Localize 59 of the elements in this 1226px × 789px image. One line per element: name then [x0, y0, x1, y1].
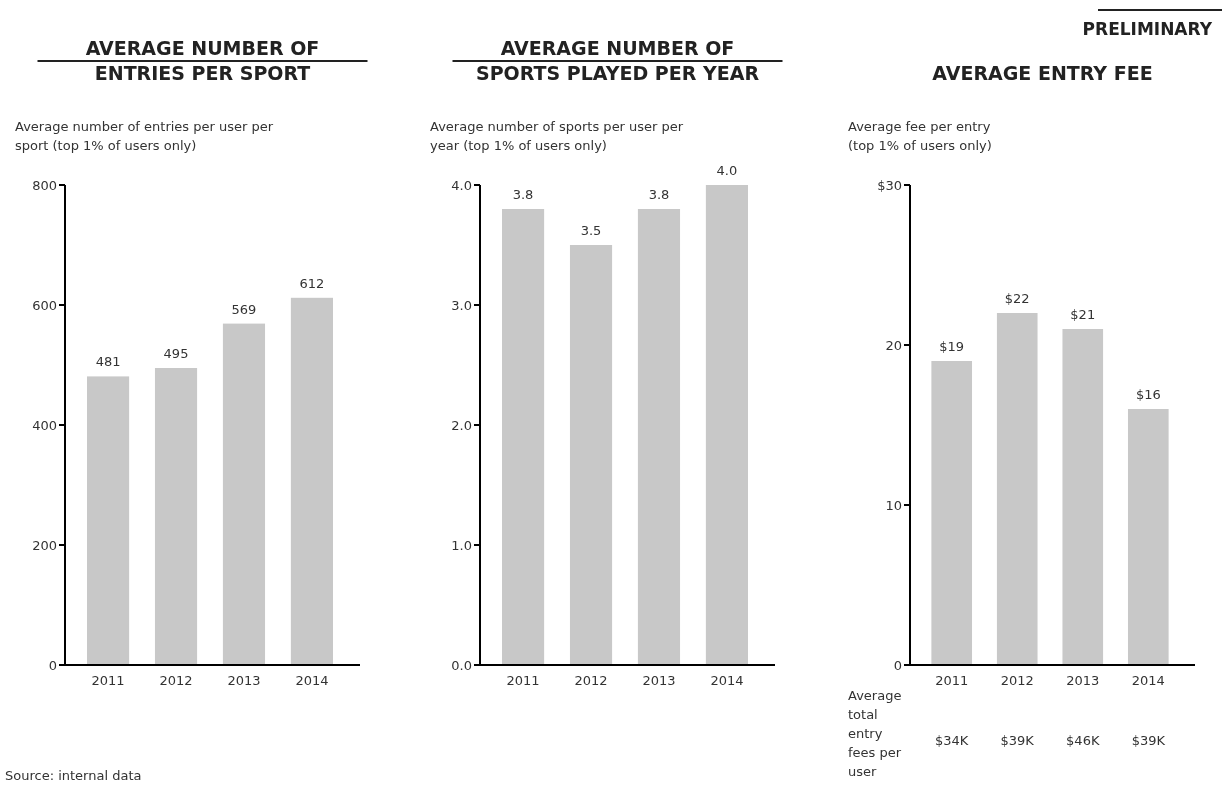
y-tick-label: $30: [877, 177, 902, 193]
chart-subtitle: Average number of entries per user per sport (top 1% of users only): [15, 119, 274, 153]
data-label: 3.5: [580, 223, 602, 238]
y-tick-label: 3.0: [451, 297, 472, 313]
y-tick-label: 10: [885, 497, 902, 513]
x-tick-label: 2014: [295, 673, 329, 688]
bar: [637, 209, 681, 665]
x-tick-label: 2013: [1066, 673, 1100, 688]
bar: [996, 313, 1038, 665]
data-label: $19: [939, 339, 965, 354]
data-label: 3.8: [648, 187, 670, 202]
data-label: 4.0: [716, 163, 738, 178]
data-label: 3.8: [512, 187, 534, 202]
x-tick-label: 2012: [1000, 673, 1034, 688]
bar: [1062, 329, 1104, 665]
data-label: $21: [1070, 307, 1096, 322]
text: Average total entry fees per user: [848, 688, 902, 779]
y-tick-label: 1.0: [451, 537, 472, 553]
chart-title: AVERAGE ENTRY FEE: [932, 62, 1153, 84]
chart-title: AVERAGE NUMBER OF SPORTS PLAYED PER YEAR: [475, 37, 760, 84]
x-tick-label: 2012: [159, 673, 193, 688]
x-tick-label: 2014: [710, 673, 744, 688]
text: PRELIMINARY: [1082, 19, 1213, 39]
x-tick-label: 2013: [642, 673, 676, 688]
bar: [501, 209, 545, 665]
bar: [569, 245, 613, 665]
y-tick-label: 2.0: [451, 417, 472, 433]
data-label: $22: [1004, 291, 1030, 306]
y-tick-label: 4.0: [451, 177, 472, 193]
text: $46K: [1066, 733, 1100, 748]
x-tick-label: 2011: [506, 673, 540, 688]
bar: [705, 185, 749, 665]
chart-subtitle: Average fee per entry (top 1% of users only): [848, 119, 992, 153]
data-label: 495: [163, 346, 189, 361]
bar: [1127, 409, 1169, 665]
y-tick-label: 600: [32, 297, 57, 313]
y-tick-label: 200: [32, 537, 57, 553]
x-tick-label: 2011: [91, 673, 125, 688]
data-label: 569: [231, 301, 257, 317]
y-tick-label: 0: [893, 657, 902, 673]
y-tick-label: 20: [885, 337, 902, 353]
text: $34K: [935, 733, 969, 748]
data-label: 481: [95, 354, 121, 370]
data-label: 612: [299, 275, 325, 291]
data-label: $16: [1135, 387, 1161, 402]
chart-subtitle: Average number of sports per user per year (top 1% of users only): [430, 119, 684, 153]
y-tick-label: 0.0: [451, 657, 472, 673]
bar: [931, 361, 973, 665]
text: $39K: [1000, 733, 1035, 748]
x-tick-label: 2012: [574, 673, 608, 688]
y-tick-label: 800: [32, 177, 57, 193]
source-note: Source: internal data: [5, 768, 142, 783]
x-tick-label: 2011: [935, 673, 969, 688]
chart-title: AVERAGE NUMBER OF ENTRIES PER SPORT: [85, 37, 320, 84]
x-tick-label: 2014: [1131, 673, 1165, 688]
text: $39K: [1131, 733, 1166, 748]
x-tick-label: 2013: [227, 673, 261, 688]
y-tick-label: 0: [48, 657, 57, 673]
y-tick-label: 400: [32, 417, 57, 433]
